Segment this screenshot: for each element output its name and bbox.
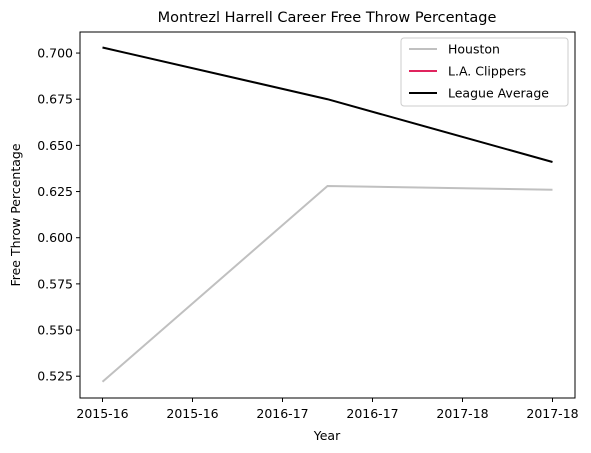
x-tick-label: 2017-18 [526,406,578,421]
y-tick-label: 0.650 [37,138,73,153]
legend-label: L.A. Clippers [448,64,526,79]
y-tick-label: 0.675 [37,92,73,107]
y-axis: 0.525 0.550 0.575 0.600 0.625 0.650 0.675 0.700 [37,46,80,384]
legend-box [400,37,569,107]
y-axis-label: Free Throw Percentage [8,143,23,286]
y-tick-label: 0.525 [37,369,73,384]
legend-label: Houston [448,42,500,57]
series-line-league-average [102,46,553,163]
chart-title: Montrezl Harrell Career Free Throw Perce… [158,10,497,26]
y-tick-label: 0.575 [37,276,73,291]
plot-lines [101,46,553,383]
series-line-houston [101,185,553,383]
x-axis: 2015-16 2015-16 2016-17 2016-17 2017-18 2017-… [76,398,579,421]
y-tick-label: 0.600 [37,230,73,245]
x-tick-label: 2015-16 [76,406,128,421]
x-tick-label: 2017-18 [436,406,488,421]
y-tick-label: 0.625 [37,184,73,199]
y-tick-label: 0.550 [37,323,73,338]
y-tick-label: 0.700 [37,46,73,61]
x-tick-label: 2016-17 [256,406,308,421]
x-tick-label: 2015-16 [166,406,218,421]
x-axis-label: Year [313,428,341,443]
legend-label: League Average [448,86,549,101]
x-tick-label: 2016-17 [346,406,398,421]
plot-frame [79,31,576,399]
legend: Houston L.A. Clippers League Average [400,37,569,107]
